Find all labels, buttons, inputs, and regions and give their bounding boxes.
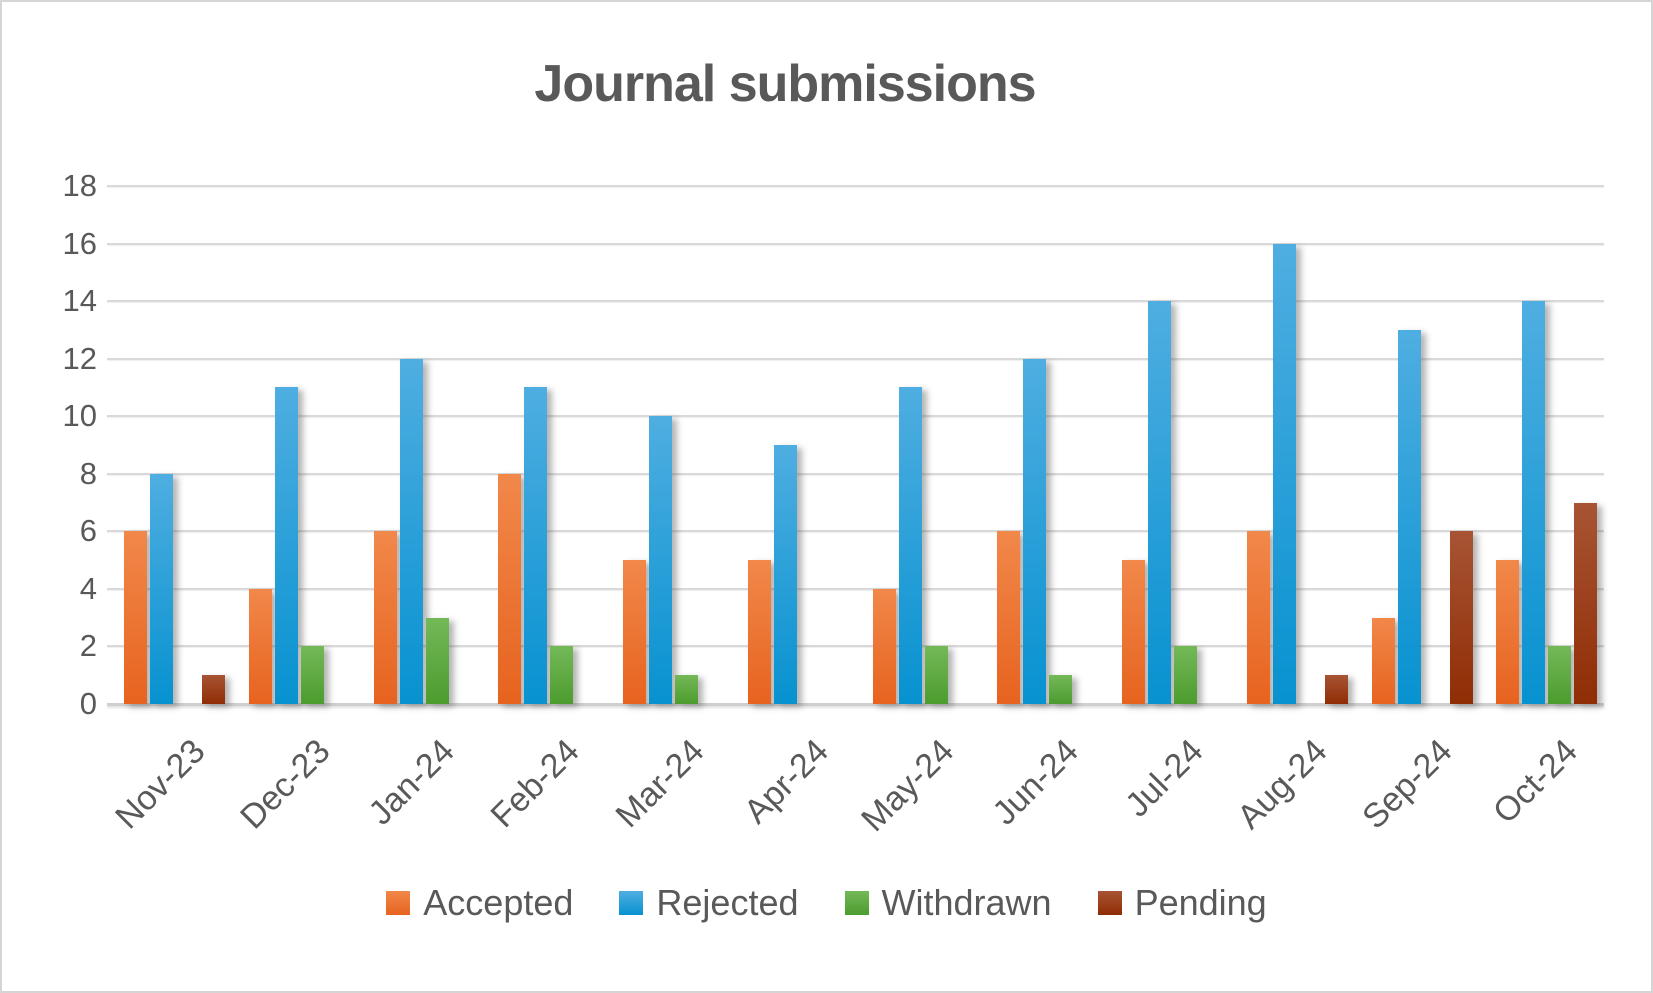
x-axis-category-label: Nov-23 [107,732,213,837]
bar-accepted [124,531,147,704]
gridline [107,415,1604,418]
y-axis-tick-label: 18 [62,168,97,203]
y-axis-tick-label: 10 [62,398,97,434]
bar-withdrawn [550,646,574,704]
bar-rejected [1023,358,1047,704]
bar-accepted [997,531,1021,704]
bar-withdrawn [1548,646,1572,704]
bar-accepted [1246,531,1270,704]
x-axis-category-label: Jan-24 [361,732,462,833]
bar-pending [202,675,225,704]
bar-accepted [248,588,272,704]
y-axis-tick-label: 16 [62,225,97,261]
bar-rejected [150,473,173,704]
bar-pending [1449,531,1473,704]
bar-withdrawn [1049,675,1073,704]
bar-accepted [872,588,896,704]
x-axis-category-label: Dec-23 [232,732,337,837]
bar-withdrawn [425,617,449,704]
gridline [107,300,1604,303]
x-axis-category-label: Apr-24 [736,732,836,832]
x-axis-category-label: Sep-24 [1355,732,1460,837]
bar-rejected [274,387,298,704]
x-axis-category-label: Jul-24 [1117,732,1211,825]
bar-withdrawn [1174,646,1197,704]
bar-accepted [1371,617,1395,704]
bar-rejected [649,416,672,704]
y-axis-tick-label: 8 [79,455,97,491]
bar-rejected [399,358,423,704]
bar-accepted [623,560,646,704]
gridline [107,472,1604,475]
x-axis-category-label: Oct-24 [1485,732,1585,832]
legend-item-withdrawn: Withdrawn [844,882,1052,924]
x-axis-category-label: May-24 [853,732,961,840]
bar-rejected [898,387,922,704]
legend-label: Pending [1134,882,1267,923]
legend-swatch-accepted [386,891,411,915]
bar-pending [1324,675,1348,704]
x-axis-category-label: Jun-24 [985,732,1086,833]
bar-rejected [1148,301,1171,704]
legend-label: Withdrawn [881,882,1052,923]
x-axis-line [107,703,1604,706]
bar-accepted [747,560,771,704]
x-axis-category-label: Aug-24 [1230,732,1335,837]
bar-withdrawn [924,646,948,704]
x-axis-category-label: Mar-24 [608,732,712,836]
bar-withdrawn [300,646,324,704]
legend-swatch-pending [1097,891,1122,915]
legend-swatch-rejected [619,891,644,915]
bar-rejected [1397,329,1421,704]
chart-title: Journal submissions [534,55,1036,113]
bar-accepted [1496,560,1520,704]
y-axis-tick-label: 14 [62,283,97,319]
bar-rejected [524,387,548,704]
bar-accepted [373,531,397,704]
gridline [107,587,1604,590]
legend-swatch-withdrawn [844,891,869,915]
legend-label: Accepted [423,882,574,923]
gridline [107,645,1604,648]
bar-accepted [498,473,522,704]
bar-rejected [1272,243,1296,704]
legend-item-accepted: Accepted [386,882,573,924]
gridline [107,357,1604,360]
bar-rejected [1522,301,1546,704]
bar-rejected [773,445,797,704]
x-axis-category-label: Feb-24 [483,732,587,836]
legend-label: Rejected [656,882,799,923]
bar-pending [1574,502,1598,704]
gridline [107,530,1604,533]
y-axis-tick-label: 6 [79,513,97,549]
y-axis-tick-label: 4 [79,570,97,606]
bar-accepted [1122,560,1145,704]
legend-item-pending: Pending [1097,882,1267,924]
gridline [107,185,1604,187]
y-axis-tick-label: 12 [62,340,97,376]
gridline [107,242,1604,245]
bar-withdrawn [675,675,698,704]
plot-area [107,185,1604,706]
legend: Accepted Rejected Withdrawn Pending [2,882,1651,924]
legend-item-rejected: Rejected [619,882,799,924]
y-axis-tick-label: 2 [79,628,97,664]
y-axis-tick-label: 0 [79,686,97,721]
